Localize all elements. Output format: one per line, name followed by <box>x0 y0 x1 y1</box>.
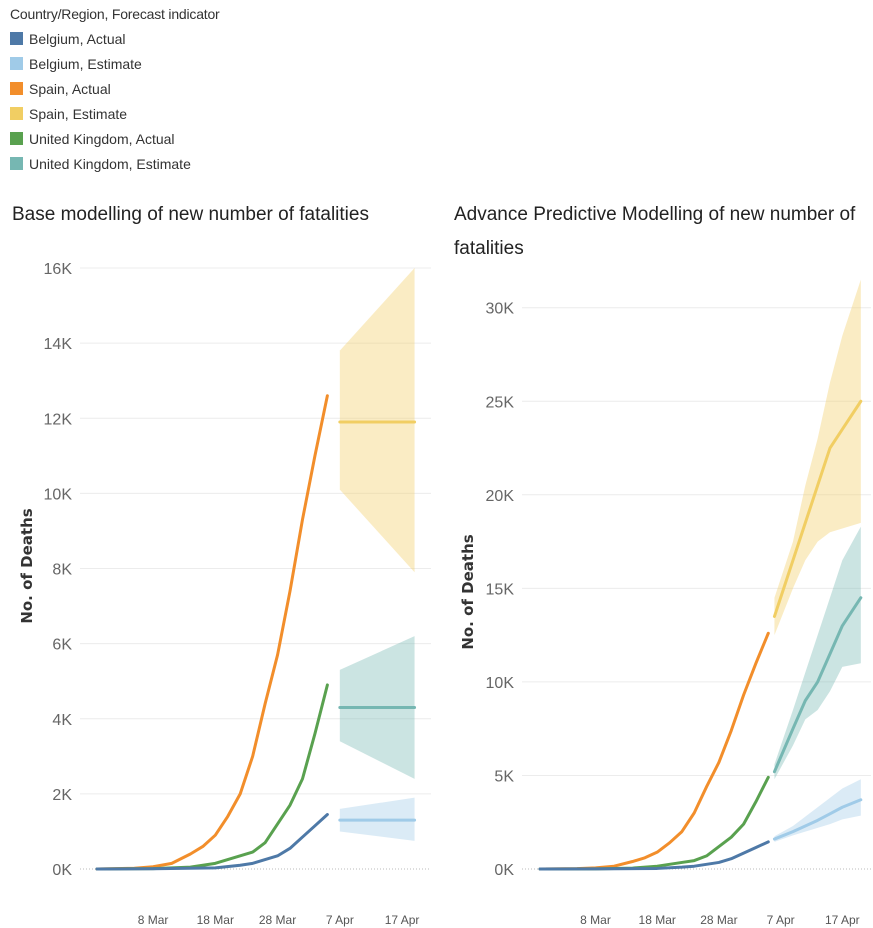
y-axis-title: No. of Deaths <box>18 508 36 623</box>
legend-label: Spain, Actual <box>29 80 111 97</box>
legend-item: United Kingdom, Actual <box>10 126 220 151</box>
y-tick-label: 15K <box>486 581 515 598</box>
legend-swatch <box>10 132 23 145</box>
legend-item: Spain, Estimate <box>10 101 220 126</box>
series-line <box>538 840 770 871</box>
legend-swatch <box>10 107 23 120</box>
legend-item: Belgium, Estimate <box>10 51 220 76</box>
legend-label: United Kingdom, Actual <box>29 130 175 147</box>
chart-title-advance: Advance Predictive Modelling of new numb… <box>454 204 856 259</box>
confidence-band <box>774 779 861 842</box>
y-tick-label: 6K <box>52 637 72 654</box>
legend-label: Belgium, Estimate <box>29 55 142 72</box>
legend: Country/Region, Forecast indicator Belgi… <box>10 6 220 176</box>
y-tick-label: 0K <box>494 862 514 879</box>
legend-swatch <box>10 57 23 70</box>
x-tick-label: 18 Mar <box>639 913 676 927</box>
legend-label: Spain, Estimate <box>29 105 128 122</box>
series-line <box>772 399 863 618</box>
series-line <box>538 775 770 871</box>
y-tick-label: 10K <box>44 486 73 503</box>
series-line <box>538 631 770 871</box>
y-axis-title: No. of Deaths <box>459 534 477 649</box>
legend-items: Belgium, Actual Belgium, Estimate Spain, A… <box>10 26 220 176</box>
y-tick-label: 12K <box>44 411 73 428</box>
series-line <box>95 813 329 871</box>
x-tick-label: 7 Apr <box>326 913 354 927</box>
x-tick-label: 17 Apr <box>825 913 860 927</box>
x-tick-label: 18 Mar <box>197 913 234 927</box>
x-tick-label: 8 Mar <box>580 913 611 927</box>
y-tick-label: 16K <box>44 261 73 278</box>
confidence-band <box>339 268 415 573</box>
x-tick-label: 28 Mar <box>259 913 296 927</box>
legend-label: United Kingdom, Estimate <box>29 155 191 172</box>
y-tick-label: 2K <box>52 787 72 804</box>
x-tick-label: 8 Mar <box>138 913 169 927</box>
legend-swatch <box>10 157 23 170</box>
y-tick-label: 30K <box>486 301 515 318</box>
legend-item: Belgium, Actual <box>10 26 220 51</box>
legend-swatch <box>10 32 23 45</box>
y-tick-label: 8K <box>52 562 72 579</box>
legend-swatch <box>10 82 23 95</box>
confidence-band <box>774 526 861 780</box>
x-tick-label: 28 Mar <box>700 913 737 927</box>
y-tick-label: 25K <box>486 394 515 411</box>
chart-base-modelling: 0K 2K 4K 6K 8K 10K 12K 14K 16K 8 Mar 18 Mar 28 Mar 7… <box>18 261 431 927</box>
series-line <box>772 596 863 774</box>
y-tick-label: 10K <box>486 675 515 692</box>
chart-title-base: Base modelling of new number of fataliti… <box>12 204 369 225</box>
series-line <box>772 798 863 841</box>
x-tick-label: 7 Apr <box>767 913 795 927</box>
y-tick-label: 20K <box>486 488 515 505</box>
y-tick-label: 4K <box>52 712 72 729</box>
legend-item: United Kingdom, Estimate <box>10 151 220 176</box>
legend-item: Spain, Actual <box>10 76 220 101</box>
series-line <box>95 394 329 871</box>
legend-label: Belgium, Actual <box>29 30 126 47</box>
y-tick-label: 14K <box>44 336 73 353</box>
x-tick-label: 17 Apr <box>385 913 420 927</box>
y-tick-label: 0K <box>52 862 72 879</box>
legend-title: Country/Region, Forecast indicator <box>10 6 220 22</box>
y-tick-label: 5K <box>494 768 514 785</box>
